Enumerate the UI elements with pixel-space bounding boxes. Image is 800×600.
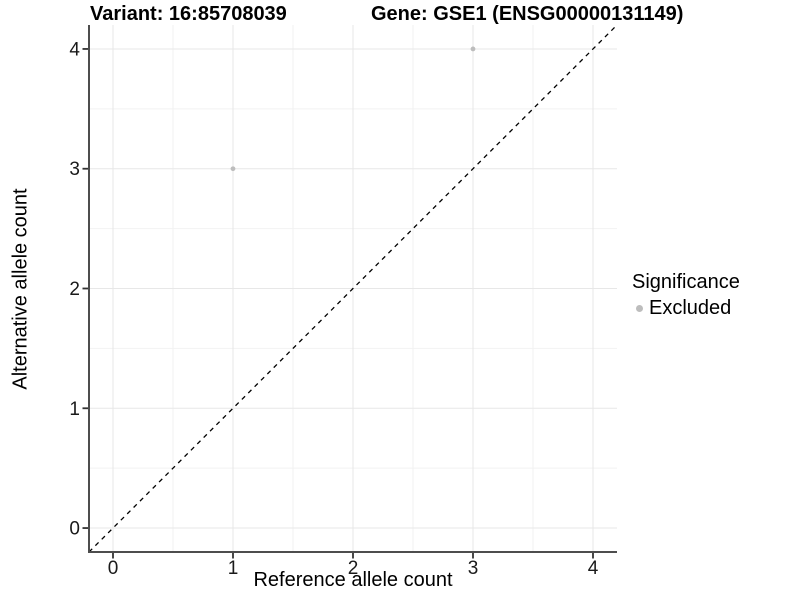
x-tick-label: 2 bbox=[348, 558, 359, 579]
legend-item-label: Excluded bbox=[649, 297, 732, 319]
y-axis-label: Alternative allele count bbox=[9, 188, 32, 390]
plot-title-variant: Variant: 16:85708039 bbox=[90, 3, 287, 25]
y-tick-label: 0 bbox=[69, 519, 80, 540]
tick-labels-group: 0 1 2 3 4 0 1 2 3 4 bbox=[69, 39, 598, 579]
legend-item-excluded: Excluded bbox=[632, 297, 740, 320]
tick-marks-group bbox=[82, 48, 594, 559]
x-tick-label: 0 bbox=[108, 558, 119, 579]
y-tick-label: 3 bbox=[69, 159, 80, 180]
y-tick-label: 2 bbox=[69, 279, 80, 300]
y-tick-label: 1 bbox=[69, 399, 80, 420]
identity-line bbox=[88, 24, 618, 553]
legend: Significance Excluded bbox=[632, 271, 740, 320]
x-tick-label: 3 bbox=[468, 558, 479, 579]
plot-title-gene: Gene: GSE1 (ENSG00000131149) bbox=[371, 3, 684, 25]
data-points-group bbox=[230, 46, 476, 172]
data-point bbox=[230, 166, 236, 172]
axes-group bbox=[88, 25, 617, 553]
legend-key-dot bbox=[636, 305, 643, 312]
x-tick-label: 4 bbox=[588, 558, 599, 579]
x-axis-label: Reference allele count bbox=[253, 569, 453, 591]
identity-line-group bbox=[88, 24, 618, 553]
y-tick-label: 4 bbox=[69, 39, 80, 60]
x-tick-label: 1 bbox=[228, 558, 239, 579]
legend-title: Significance bbox=[632, 271, 740, 293]
data-point bbox=[470, 46, 476, 52]
